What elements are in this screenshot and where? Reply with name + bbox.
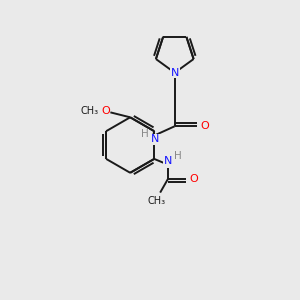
Text: CH₃: CH₃	[80, 106, 99, 116]
Text: H: H	[141, 129, 149, 139]
Text: N: N	[164, 156, 172, 166]
Text: O: O	[101, 106, 110, 116]
Text: CH₃: CH₃	[147, 196, 165, 206]
Text: N: N	[151, 134, 159, 144]
Text: H: H	[174, 151, 182, 161]
Text: O: O	[200, 121, 209, 131]
Text: N: N	[171, 68, 179, 78]
Text: O: O	[190, 174, 198, 184]
